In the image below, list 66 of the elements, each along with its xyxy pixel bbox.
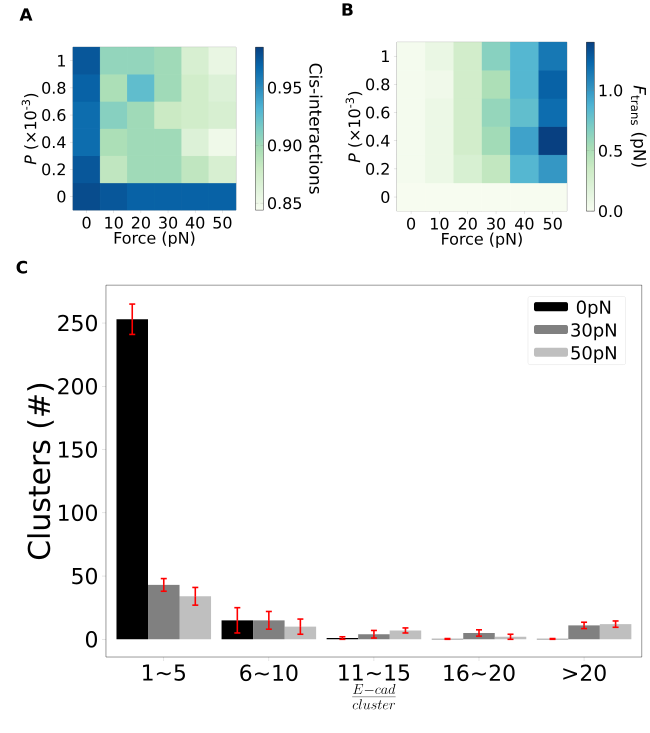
- x-tick-label: 10: [431, 218, 449, 230]
- bar: [116, 319, 148, 640]
- y-axis-title: P (×10$^{-3}$): [22, 94, 38, 164]
- y-tick-label: 200: [58, 378, 98, 395]
- color-bar-label: 1.0: [600, 84, 622, 96]
- color-bar-title: Cis-interactions: [309, 64, 323, 194]
- x-tick-label: 30: [159, 216, 178, 229]
- y-tick-label: 250: [58, 314, 98, 332]
- x-axis-title: Force (pN): [442, 232, 522, 248]
- y-tick-label: 0.6: [366, 106, 390, 119]
- legend-label: 0pN: [576, 300, 610, 318]
- bar: [568, 625, 600, 640]
- legend-label: 50pN: [571, 346, 616, 364]
- color-bar-label: 0.5: [599, 144, 622, 157]
- y-tick-label: 0.4: [366, 134, 390, 147]
- y-axis-title: Clusters (#): [27, 384, 54, 560]
- bar: [600, 624, 632, 640]
- x-tick-label: 50: [214, 216, 232, 229]
- x-tick-label: 30: [487, 218, 506, 230]
- bar: [358, 634, 390, 640]
- y-tick-label: 0.6: [42, 109, 66, 122]
- y-tick-label: 50: [72, 568, 98, 584]
- y-tick-label: 0: [381, 191, 390, 204]
- x-axis-title: $\frac{E-cad}{cluster}$: [352, 684, 396, 710]
- color-bar-label: 0.95: [268, 82, 302, 94]
- x-tick-label: 20: [458, 218, 477, 230]
- bar: [148, 584, 180, 640]
- chart-title: B: [342, 3, 353, 16]
- x-axis-title: Force (pN): [114, 232, 195, 247]
- y-tick-label: 0: [86, 631, 98, 648]
- x-tick-label: 0: [407, 218, 416, 230]
- color-bar-label: 0.0: [599, 205, 622, 218]
- y-tick-label: 1: [382, 50, 390, 62]
- bar: [463, 632, 495, 640]
- x-tick-label: 40: [186, 216, 204, 229]
- color-bar-title: F$_{trans}$ (pN): [630, 86, 647, 167]
- y-tick-label: 0.2: [366, 162, 389, 175]
- y-tick-label: 0: [57, 190, 66, 203]
- color-bar-label: 0.90: [268, 139, 302, 152]
- x-tick-label: 40: [515, 218, 534, 230]
- legend-label: 30pN: [571, 323, 616, 340]
- bar: [253, 620, 285, 640]
- bar: [180, 596, 212, 640]
- chart-title: C: [16, 260, 28, 274]
- y-tick-label: 0.8: [366, 78, 390, 90]
- y-tick-label: 0.8: [42, 82, 66, 94]
- y-axis-title: P (×10$^{-3}$): [346, 92, 362, 162]
- color-bar-label: 0.85: [268, 197, 302, 210]
- x-tick-label: 20: [132, 216, 150, 229]
- x-tick-label: 50: [544, 218, 562, 230]
- bar: [390, 630, 422, 640]
- x-tick-label: 10: [105, 216, 123, 229]
- chart-title: A: [20, 8, 33, 21]
- bar: [222, 620, 254, 640]
- x-tick-label: 11~15: [339, 664, 410, 681]
- y-tick-label: 0.4: [42, 136, 66, 148]
- bar: [284, 626, 316, 640]
- x-tick-label: 16~20: [444, 664, 515, 682]
- x-tick-label: >20: [563, 664, 606, 682]
- bar: [494, 636, 526, 640]
- x-tick-label: 1~5: [143, 664, 186, 681]
- y-tick-label: 0.2: [42, 163, 65, 176]
- y-tick-label: 100: [59, 504, 98, 522]
- y-tick-label: 150: [59, 441, 98, 458]
- x-tick-label: 6~10: [240, 664, 298, 682]
- y-tick-label: 1: [58, 54, 66, 67]
